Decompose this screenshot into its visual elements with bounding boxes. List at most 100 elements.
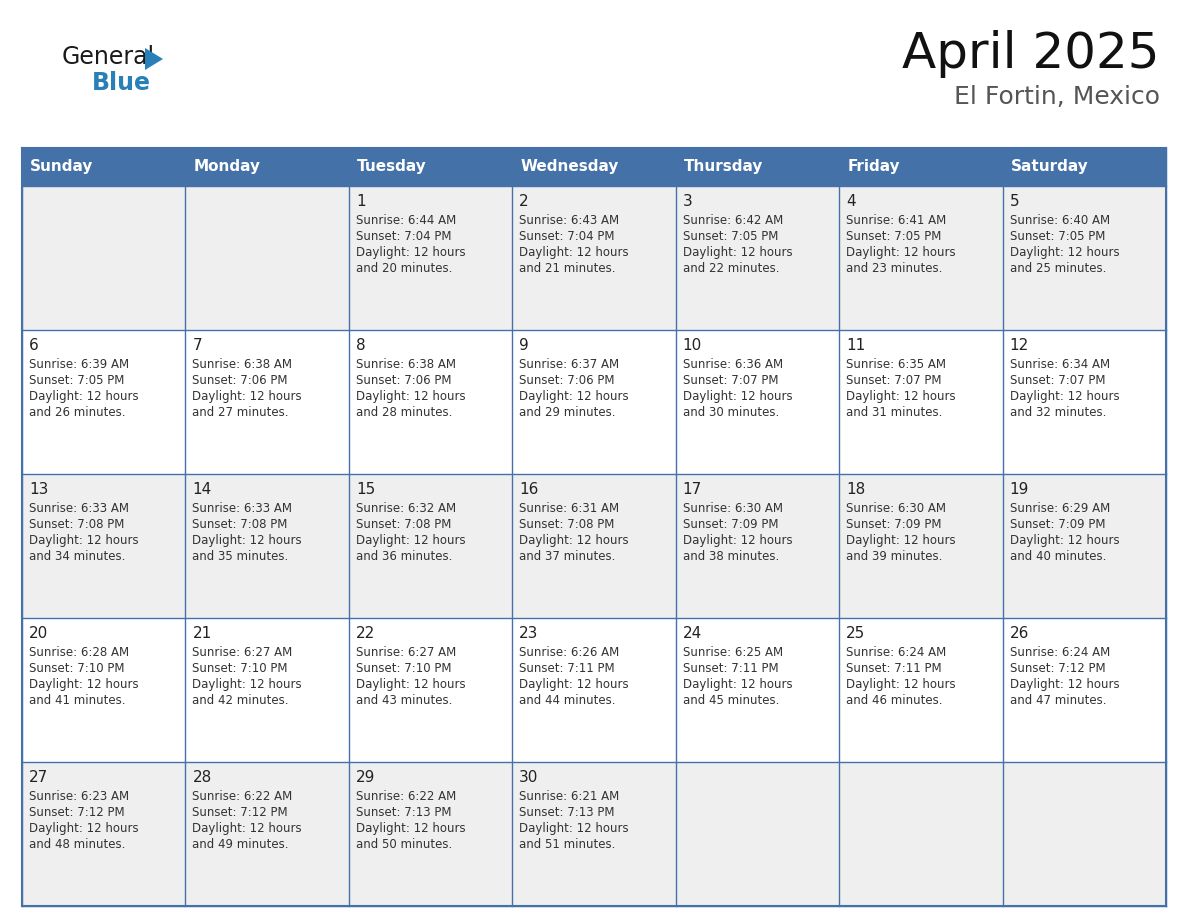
Text: Daylight: 12 hours: Daylight: 12 hours — [29, 822, 139, 835]
Text: Daylight: 12 hours: Daylight: 12 hours — [356, 534, 466, 547]
Bar — [676, 762, 839, 906]
Text: Sunrise: 6:32 AM: Sunrise: 6:32 AM — [356, 502, 456, 515]
Text: Daylight: 12 hours: Daylight: 12 hours — [846, 390, 956, 403]
Text: Daylight: 12 hours: Daylight: 12 hours — [683, 534, 792, 547]
Bar — [839, 474, 1003, 618]
Text: Sunset: 7:13 PM: Sunset: 7:13 PM — [356, 806, 451, 819]
Bar — [185, 186, 349, 330]
Text: Sunrise: 6:26 AM: Sunrise: 6:26 AM — [519, 646, 619, 659]
Text: Sunset: 7:08 PM: Sunset: 7:08 PM — [29, 518, 125, 531]
Bar — [1003, 618, 1165, 762]
Text: Sunrise: 6:30 AM: Sunrise: 6:30 AM — [846, 502, 946, 515]
Text: Daylight: 12 hours: Daylight: 12 hours — [846, 534, 956, 547]
Bar — [512, 186, 676, 330]
Text: Sunset: 7:06 PM: Sunset: 7:06 PM — [356, 374, 451, 387]
Text: Thursday: Thursday — [684, 160, 763, 174]
Text: Sunset: 7:08 PM: Sunset: 7:08 PM — [519, 518, 614, 531]
Text: Sunrise: 6:25 AM: Sunrise: 6:25 AM — [683, 646, 783, 659]
Text: 27: 27 — [29, 770, 49, 785]
Bar — [349, 330, 512, 474]
Text: Daylight: 12 hours: Daylight: 12 hours — [29, 534, 139, 547]
Bar — [1003, 474, 1165, 618]
Text: 14: 14 — [192, 482, 211, 497]
Text: Sunrise: 6:27 AM: Sunrise: 6:27 AM — [192, 646, 292, 659]
Text: and 25 minutes.: and 25 minutes. — [1010, 262, 1106, 275]
Text: 28: 28 — [192, 770, 211, 785]
Text: and 47 minutes.: and 47 minutes. — [1010, 694, 1106, 707]
Text: Sunrise: 6:34 AM: Sunrise: 6:34 AM — [1010, 358, 1110, 371]
Text: Daylight: 12 hours: Daylight: 12 hours — [1010, 246, 1119, 259]
Bar — [23, 474, 185, 618]
Text: Sunset: 7:11 PM: Sunset: 7:11 PM — [519, 662, 615, 675]
Text: 8: 8 — [356, 338, 366, 353]
Text: Sunrise: 6:24 AM: Sunrise: 6:24 AM — [846, 646, 947, 659]
Text: and 31 minutes.: and 31 minutes. — [846, 406, 942, 419]
Text: Monday: Monday — [194, 160, 260, 174]
Text: Daylight: 12 hours: Daylight: 12 hours — [519, 246, 628, 259]
Text: Sunrise: 6:24 AM: Sunrise: 6:24 AM — [1010, 646, 1110, 659]
Text: Sunrise: 6:42 AM: Sunrise: 6:42 AM — [683, 214, 783, 227]
Text: April 2025: April 2025 — [903, 30, 1159, 78]
Text: and 44 minutes.: and 44 minutes. — [519, 694, 615, 707]
Text: Daylight: 12 hours: Daylight: 12 hours — [683, 678, 792, 691]
Text: Sunrise: 6:31 AM: Sunrise: 6:31 AM — [519, 502, 619, 515]
Text: Daylight: 12 hours: Daylight: 12 hours — [192, 678, 302, 691]
Text: Daylight: 12 hours: Daylight: 12 hours — [192, 822, 302, 835]
Bar — [839, 148, 1003, 186]
Text: Daylight: 12 hours: Daylight: 12 hours — [519, 534, 628, 547]
Text: and 20 minutes.: and 20 minutes. — [356, 262, 453, 275]
Text: and 35 minutes.: and 35 minutes. — [192, 550, 289, 563]
Text: General: General — [62, 45, 156, 69]
Bar — [349, 762, 512, 906]
Text: 18: 18 — [846, 482, 865, 497]
Text: Daylight: 12 hours: Daylight: 12 hours — [1010, 534, 1119, 547]
Text: Sunrise: 6:44 AM: Sunrise: 6:44 AM — [356, 214, 456, 227]
Bar — [1003, 186, 1165, 330]
Text: and 51 minutes.: and 51 minutes. — [519, 838, 615, 851]
Text: 6: 6 — [29, 338, 39, 353]
Bar — [23, 618, 185, 762]
Text: Sunrise: 6:33 AM: Sunrise: 6:33 AM — [192, 502, 292, 515]
Text: Sunset: 7:05 PM: Sunset: 7:05 PM — [1010, 230, 1105, 243]
Text: Sunset: 7:08 PM: Sunset: 7:08 PM — [192, 518, 287, 531]
Text: Sunrise: 6:21 AM: Sunrise: 6:21 AM — [519, 790, 619, 803]
Text: Sunset: 7:12 PM: Sunset: 7:12 PM — [1010, 662, 1105, 675]
Text: Sunrise: 6:43 AM: Sunrise: 6:43 AM — [519, 214, 619, 227]
Text: Daylight: 12 hours: Daylight: 12 hours — [846, 678, 956, 691]
Text: Daylight: 12 hours: Daylight: 12 hours — [519, 678, 628, 691]
Bar — [23, 762, 185, 906]
Text: 20: 20 — [29, 626, 49, 641]
Bar — [185, 618, 349, 762]
Text: Sunset: 7:07 PM: Sunset: 7:07 PM — [846, 374, 942, 387]
Text: Sunset: 7:12 PM: Sunset: 7:12 PM — [29, 806, 125, 819]
Text: Sunrise: 6:38 AM: Sunrise: 6:38 AM — [356, 358, 456, 371]
Text: Daylight: 12 hours: Daylight: 12 hours — [683, 246, 792, 259]
Text: and 46 minutes.: and 46 minutes. — [846, 694, 942, 707]
Text: Daylight: 12 hours: Daylight: 12 hours — [519, 822, 628, 835]
Text: 22: 22 — [356, 626, 375, 641]
Text: Sunset: 7:10 PM: Sunset: 7:10 PM — [29, 662, 125, 675]
Text: and 48 minutes.: and 48 minutes. — [29, 838, 126, 851]
Text: Daylight: 12 hours: Daylight: 12 hours — [192, 534, 302, 547]
Text: Sunset: 7:05 PM: Sunset: 7:05 PM — [846, 230, 942, 243]
Text: 7: 7 — [192, 338, 202, 353]
Bar — [23, 330, 185, 474]
Text: 5: 5 — [1010, 194, 1019, 209]
Text: Daylight: 12 hours: Daylight: 12 hours — [29, 390, 139, 403]
Text: Sunset: 7:11 PM: Sunset: 7:11 PM — [846, 662, 942, 675]
Text: Daylight: 12 hours: Daylight: 12 hours — [356, 822, 466, 835]
Text: Daylight: 12 hours: Daylight: 12 hours — [519, 390, 628, 403]
Text: 19: 19 — [1010, 482, 1029, 497]
Text: and 29 minutes.: and 29 minutes. — [519, 406, 615, 419]
Text: and 45 minutes.: and 45 minutes. — [683, 694, 779, 707]
Bar — [23, 148, 185, 186]
Text: Sunrise: 6:39 AM: Sunrise: 6:39 AM — [29, 358, 129, 371]
Text: Tuesday: Tuesday — [356, 160, 426, 174]
Bar — [839, 330, 1003, 474]
Text: 21: 21 — [192, 626, 211, 641]
Bar — [512, 618, 676, 762]
Bar — [185, 474, 349, 618]
Text: 29: 29 — [356, 770, 375, 785]
Bar — [839, 186, 1003, 330]
Text: Sunrise: 6:29 AM: Sunrise: 6:29 AM — [1010, 502, 1110, 515]
